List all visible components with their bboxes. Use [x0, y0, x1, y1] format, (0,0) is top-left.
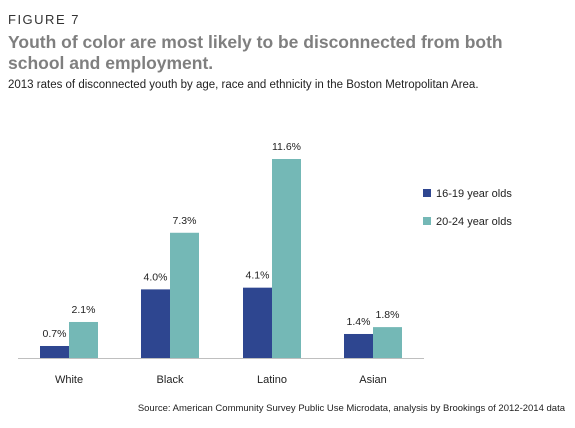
figure-label: FIGURE 7: [8, 12, 80, 27]
data-label-black-series-2: 7.3%: [173, 215, 197, 227]
bar-latino-series-1: [243, 287, 272, 358]
data-label-white-series-1: 0.7%: [43, 328, 67, 340]
bar-asian-series-1: [344, 333, 373, 358]
legend-label-series-2: 20-24 year olds: [436, 216, 512, 228]
data-label-asian-series-2: 1.8%: [376, 309, 400, 321]
source-note: Source: American Community Survey Public…: [137, 403, 565, 414]
legend-swatch-series-2: [423, 217, 431, 225]
legend-label-series-1: 16-19 year olds: [436, 188, 512, 200]
data-label-latino-series-2: 11.6%: [272, 141, 301, 153]
chart-subtitle: 2013 rates of disconnected youth by age,…: [8, 79, 479, 91]
data-label-white-series-2: 2.1%: [72, 304, 96, 316]
bar-black-series-2: [170, 232, 199, 358]
legend-swatch-series-1: [423, 189, 431, 197]
bar-latino-series-2: [272, 159, 301, 358]
chart-title: Youth of color are most likely to be dis…: [8, 32, 503, 73]
data-label-black-series-1: 4.0%: [144, 271, 168, 283]
data-label-asian-series-1: 1.4%: [347, 316, 371, 328]
bar-white-series-2: [69, 321, 98, 358]
bar-white-series-1: [40, 345, 69, 358]
x-tick-label-white: White: [55, 374, 83, 386]
x-tick-label-latino: Latino: [257, 374, 287, 386]
x-tick-label-asian: Asian: [359, 374, 387, 386]
data-label-latino-series-1: 4.1%: [246, 270, 270, 282]
bar-black-series-1: [141, 289, 170, 358]
bar-asian-series-2: [373, 327, 402, 358]
x-tick-label-black: Black: [157, 374, 184, 386]
